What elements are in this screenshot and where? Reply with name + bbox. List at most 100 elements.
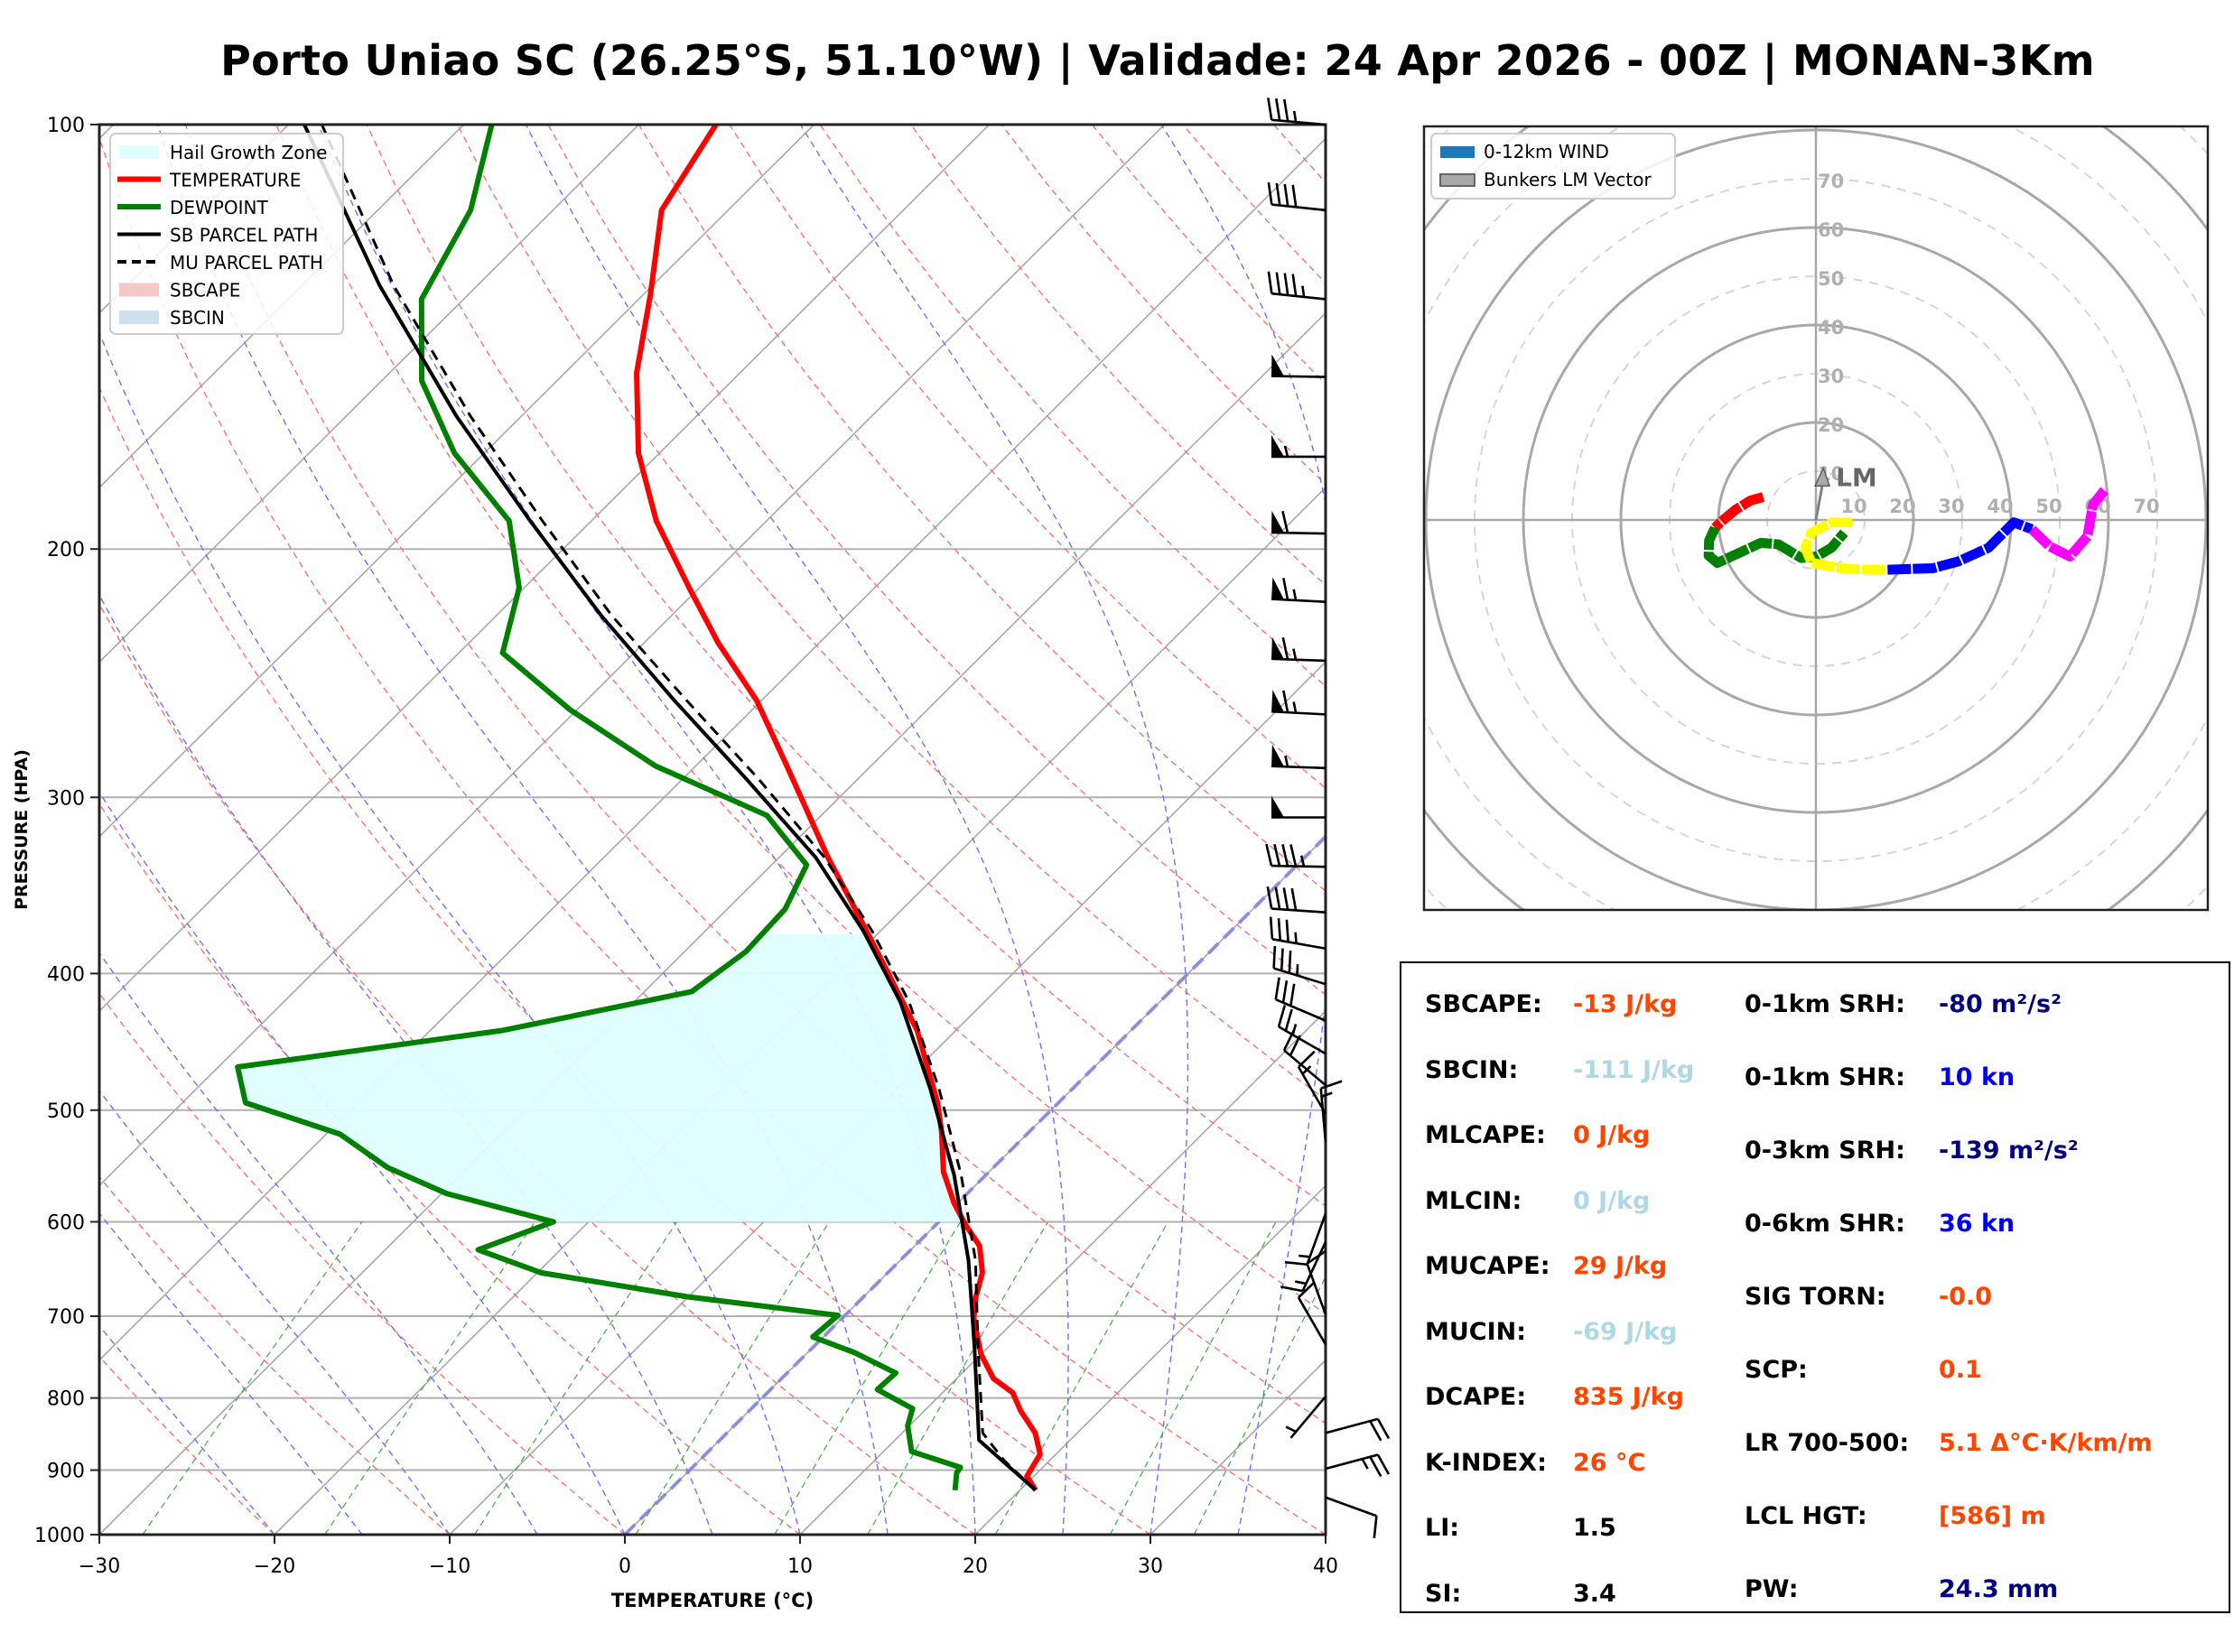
- wind-barb-full: [1373, 1516, 1378, 1539]
- wind-barb-shaft: [1297, 1066, 1327, 1115]
- wind-barb-shaft: [1271, 203, 1326, 212]
- wind-barb-full: [1272, 945, 1277, 969]
- mixing-ratio-line: [1193, 1276, 1326, 1535]
- x-tick-label: −30: [79, 1555, 120, 1578]
- wind-barb-half: [1301, 285, 1306, 298]
- wind-barb: [1272, 945, 1326, 986]
- stat-label: LCL HGT:: [1745, 1502, 1867, 1530]
- wind-barb-shaft: [1325, 1417, 1379, 1434]
- wind-barb: [1297, 1050, 1327, 1115]
- wind-barb: [1267, 97, 1326, 126]
- x-tick-label: 10: [787, 1555, 813, 1578]
- wind-barb-shaft: [1271, 292, 1326, 301]
- stat-label: SIG TORN:: [1745, 1283, 1886, 1311]
- moist-adiabat-line: [525, 125, 1069, 1535]
- wind-barb: [1284, 1212, 1327, 1267]
- dry-adiabat-line: [99, 1355, 275, 1535]
- sb-parcel-line: [303, 125, 1038, 1492]
- moist-adiabat-line: [1160, 125, 1326, 1535]
- dewpoint-line: [235, 125, 963, 1491]
- wind-barb-shaft: [1271, 938, 1326, 951]
- dry-adiabat-line: [99, 135, 1326, 1535]
- wind-barb-shaft: [1275, 998, 1326, 1022]
- lm-label: LM: [1836, 462, 1877, 492]
- isotherm-line: [449, 661, 1326, 1535]
- stat-value: -13 J/kg: [1573, 990, 1678, 1018]
- isotherm-line: [99, 137, 1326, 1361]
- x-tick-label: 40: [1313, 1555, 1338, 1578]
- wind-barb-full: [1284, 1260, 1308, 1267]
- lm-vector-line: [1814, 479, 1825, 521]
- wind-barb: [1319, 1080, 1343, 1143]
- wind-barb-full: [1289, 844, 1298, 867]
- wind-barb-full: [1298, 1050, 1316, 1068]
- stat-label: PW:: [1745, 1575, 1799, 1603]
- legend-label: TEMPERATURE: [169, 170, 301, 191]
- wind-barb-shaft: [1273, 967, 1326, 986]
- stat-label: 0-6km SHR:: [1745, 1210, 1905, 1238]
- wind-barb-full: [1290, 887, 1298, 911]
- wind-barb: [1271, 434, 1326, 459]
- wind-barb: [1280, 1241, 1327, 1293]
- legend-swatch: [1439, 173, 1475, 187]
- wind-barb: [1297, 1281, 1327, 1345]
- wind-barb-flag: [1271, 795, 1284, 818]
- ring-label-x: 20: [1889, 496, 1915, 517]
- wind-barb-full: [1275, 182, 1281, 206]
- mu-parcel-line: [321, 125, 1037, 1491]
- y-tick-label: 100: [47, 115, 85, 137]
- wind-barb-full: [1277, 1005, 1287, 1027]
- wind-barb-shaft: [1325, 1496, 1377, 1517]
- hodograph-legend: 0-12km WIND Bunkers LM Vector: [1430, 133, 1676, 200]
- stat-label: MLCIN:: [1425, 1186, 1522, 1215]
- stat-value: 24.3 mm: [1939, 1575, 2059, 1603]
- stat-label: MUCIN:: [1425, 1317, 1527, 1346]
- ring-label-x: 50: [2035, 496, 2062, 517]
- wind-barb-full: [1280, 1285, 1303, 1293]
- stat-label: SBCIN:: [1425, 1055, 1519, 1084]
- moist-adiabat-line: [99, 791, 626, 1535]
- wind-barb: [1267, 181, 1326, 212]
- ring-label-y: 20: [1818, 414, 1844, 436]
- ring-label-x: 70: [2133, 496, 2159, 517]
- stat-value: 1.5: [1573, 1514, 1616, 1542]
- stat-label: 0-1km SHR:: [1745, 1063, 1905, 1091]
- isotherm-line: [99, 125, 465, 489]
- legend-label: SBCAPE: [170, 280, 240, 302]
- stat-value: -69 J/kg: [1573, 1317, 1678, 1346]
- wind-barb-full: [1283, 273, 1289, 296]
- stat-value: -139 m²/s²: [1939, 1137, 2079, 1165]
- wind-barb-full: [1376, 1418, 1391, 1440]
- mixing-ratio-line: [774, 1221, 962, 1535]
- stat-value: 0 J/kg: [1573, 1186, 1651, 1215]
- wind-barb-full: [1282, 887, 1289, 910]
- skewt-plot-area: [99, 125, 1326, 1535]
- stat-label: LR 700-500:: [1745, 1429, 1910, 1457]
- y-tick-label: 400: [47, 963, 85, 986]
- moist-adiabat-line: [99, 1089, 451, 1535]
- skewt-legend: Hail Growth Zone TEMPERATURE DEWPOINT SB PA…: [109, 133, 344, 335]
- wind-barb-half: [1295, 1280, 1307, 1285]
- freezing-isotherm-line: [623, 833, 1326, 1535]
- wind-barb-flag: [1271, 434, 1284, 457]
- stat-value: 835 J/kg: [1573, 1383, 1684, 1411]
- wind-barb-shaft: [1271, 375, 1326, 378]
- wind-barb-full: [1289, 983, 1296, 1007]
- wind-barb-half: [1283, 445, 1289, 458]
- wind-barb-full: [1376, 1453, 1391, 1475]
- wind-barb: [1266, 886, 1326, 914]
- x-tick-label: −10: [429, 1555, 470, 1578]
- isotherm-line: [99, 125, 640, 664]
- ring-label-x: 30: [1938, 496, 1964, 517]
- stat-value: 0 J/kg: [1573, 1121, 1651, 1149]
- wind-barb-shaft: [1306, 1212, 1327, 1266]
- wind-barb-full: [1266, 886, 1273, 909]
- wind-barb-shaft: [1271, 118, 1326, 126]
- wind-barb: [1325, 1453, 1391, 1478]
- legend-label: SB PARCEL PATH: [170, 225, 318, 246]
- x-axis-label: TEMPERATURE (°C): [611, 1590, 814, 1611]
- wind-barb-full: [1275, 97, 1281, 121]
- wind-barb-full: [1320, 1080, 1343, 1090]
- stat-label: LI:: [1425, 1514, 1460, 1542]
- stat-value: 3.4: [1573, 1579, 1616, 1608]
